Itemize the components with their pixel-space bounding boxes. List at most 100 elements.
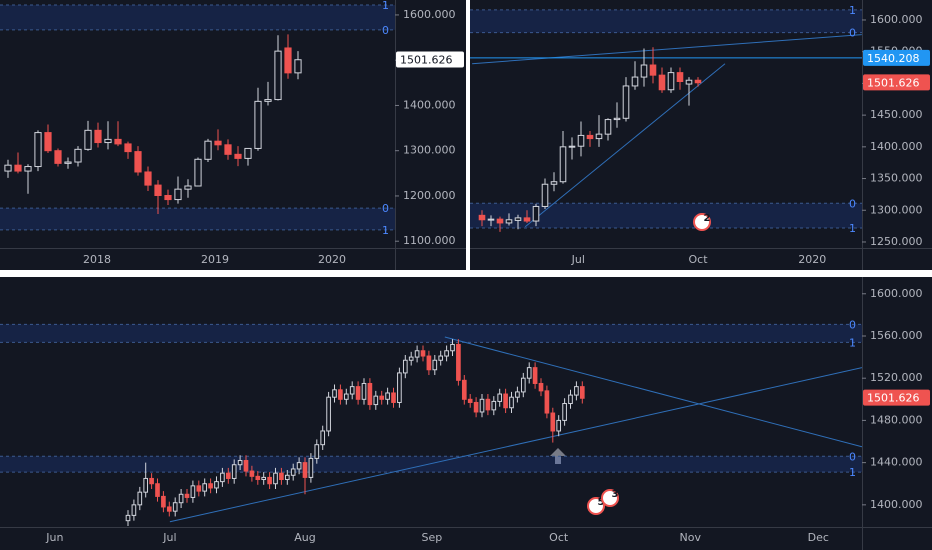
candle-body <box>467 398 473 403</box>
y-tick-label: 1560.000 <box>870 329 923 342</box>
plot-area <box>0 323 862 526</box>
candle-body <box>379 395 385 400</box>
candle-body <box>164 195 172 201</box>
panel-background <box>0 277 932 550</box>
candle-body <box>204 140 212 160</box>
trend-line <box>472 34 862 65</box>
y-tick-label: 1450.000 <box>870 108 923 121</box>
candle-body <box>255 475 261 481</box>
candle-body <box>497 393 503 402</box>
candle-body <box>296 462 302 470</box>
candle-body <box>264 99 272 102</box>
candle-body <box>220 472 225 483</box>
candle-body <box>244 147 252 159</box>
candle-body <box>432 359 438 371</box>
candle-body <box>214 481 219 489</box>
candle-body <box>355 386 361 400</box>
candle-body <box>149 477 154 485</box>
candle-body <box>444 350 449 357</box>
zone-label: 0 <box>382 202 389 215</box>
chart-panel: 10011600.0001500.0001400.0001300.0001200… <box>0 0 464 266</box>
x-tick-label: Oct <box>549 531 569 544</box>
candle-body <box>503 393 508 409</box>
candle-body <box>622 85 630 119</box>
zone-label: 0 <box>849 197 856 210</box>
candle-body <box>202 483 208 492</box>
candle-body <box>308 457 314 478</box>
trend-line <box>524 63 726 228</box>
candle-body <box>134 151 142 173</box>
candle-body <box>214 140 222 146</box>
candle-body <box>125 514 131 522</box>
price-label-box <box>863 74 930 91</box>
candle-body <box>505 219 513 224</box>
event-badge <box>587 497 605 515</box>
event-badge <box>601 489 619 507</box>
candle-body <box>613 117 621 121</box>
zone-label: 0 <box>382 24 389 37</box>
candle-body <box>343 393 349 400</box>
candle-body <box>294 59 302 74</box>
candle-body <box>515 391 520 398</box>
candle-body <box>676 72 684 83</box>
candle-body <box>332 389 337 398</box>
price-label: 1540.208 <box>867 52 920 65</box>
candle-body <box>685 79 693 85</box>
plot-area <box>470 9 862 232</box>
candle-body <box>579 386 585 399</box>
candle-body <box>143 477 149 493</box>
event-count: 2 <box>704 213 711 224</box>
trend-line <box>169 367 862 523</box>
candle-body <box>456 343 461 381</box>
candle-body <box>438 355 444 361</box>
candle-body <box>4 164 12 172</box>
candle-body <box>478 214 486 221</box>
plot-area <box>0 4 395 231</box>
candle-body <box>526 367 532 379</box>
candle-body <box>520 377 526 393</box>
candle-body <box>496 218 504 224</box>
candle-body <box>161 495 166 508</box>
x-tick-label: Sep <box>421 531 442 544</box>
candle-body <box>349 386 355 395</box>
candle-body <box>694 79 702 84</box>
candle-body <box>397 372 402 403</box>
candle-body <box>302 462 308 478</box>
candle-body <box>74 148 82 163</box>
zone-label: 0 <box>849 450 856 463</box>
event-count: 3 <box>612 489 619 500</box>
candle-body <box>450 343 455 352</box>
candle-body <box>290 468 296 476</box>
y-tick-label: 1200.000 <box>403 189 456 202</box>
zone-label: 1 <box>849 336 856 349</box>
candle-body <box>114 138 122 145</box>
candle-body <box>532 205 540 222</box>
candle-body <box>184 493 190 498</box>
candle-body <box>124 143 132 153</box>
x-tick-label: Jun <box>45 531 63 544</box>
y-tick-label: 1600.000 <box>870 287 923 300</box>
zone <box>0 324 862 343</box>
x-tick-label: 2018 <box>83 253 111 266</box>
candle-body <box>320 430 326 446</box>
candle-body <box>485 398 491 411</box>
price-label: 1501.626 <box>867 76 920 89</box>
candle-body <box>267 476 272 485</box>
candle-body <box>373 395 379 406</box>
candle-body <box>172 502 178 512</box>
candle-body <box>658 74 666 91</box>
candle-body <box>532 367 538 384</box>
candle-body <box>487 218 495 221</box>
y-tick-label: 1600.000 <box>870 13 923 26</box>
zone-label: 1 <box>849 4 856 17</box>
candle-body <box>184 185 192 190</box>
x-tick-label: Aug <box>294 531 315 544</box>
candle-body <box>84 129 92 150</box>
candle-body <box>385 392 390 400</box>
panel-background <box>0 0 466 270</box>
candle-body <box>568 145 576 148</box>
candle-body <box>243 460 249 472</box>
y-tick-label: 1440.000 <box>870 456 923 469</box>
chart-panel: 0 1 0 1 1600.000 1560.000 1520.000 1480.000 1440… <box>0 287 930 544</box>
price-label-box <box>396 51 464 68</box>
